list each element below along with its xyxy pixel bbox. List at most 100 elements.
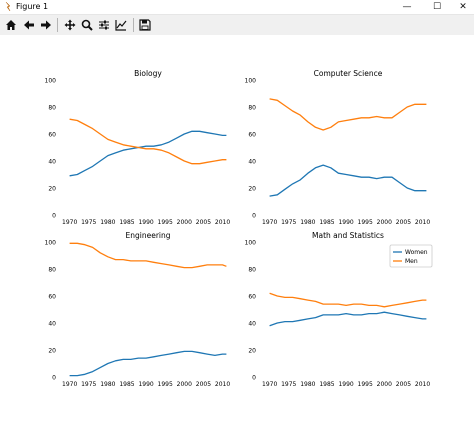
- x-tick-label: 1995: [158, 381, 173, 388]
- y-tick-label: 20: [48, 186, 56, 193]
- edit-axes-icon: [115, 20, 127, 31]
- zoom-button[interactable]: [79, 17, 95, 33]
- x-tick-label: 2010: [215, 381, 230, 388]
- y-tick-label: 40: [248, 159, 256, 166]
- x-tick-label: 2000: [377, 381, 392, 388]
- series-line-women: [69, 350, 227, 377]
- y-tick-label: 100: [45, 240, 57, 247]
- y-tick-label: 80: [48, 267, 56, 274]
- x-tick-label: 1990: [338, 219, 353, 226]
- pan-button[interactable]: [62, 17, 78, 33]
- legend: Women Men: [389, 244, 433, 268]
- subplot-title: Computer Science: [314, 69, 383, 78]
- edit-axes-button[interactable]: [113, 17, 129, 33]
- x-tick-label: 1975: [81, 219, 96, 226]
- x-tick-label: 2005: [396, 381, 411, 388]
- y-tick-label: 0: [52, 375, 56, 382]
- y-tick-label: 0: [252, 213, 256, 220]
- series-line-men: [269, 98, 427, 131]
- x-tick-label: 2005: [196, 219, 211, 226]
- y-tick-label: 80: [248, 105, 256, 112]
- series-line-men: [269, 292, 427, 308]
- x-tick-label: 2005: [196, 381, 211, 388]
- y-tick-label: 20: [248, 348, 256, 355]
- x-tick-label: 2010: [415, 381, 430, 388]
- subplots-button[interactable]: [96, 17, 112, 33]
- subplot-0: Biology 0 20 40 60 80 100 1970 1975 1980 1985 1990 1…: [45, 69, 231, 226]
- back-arrow-icon: [24, 20, 34, 30]
- y-tick-label: 40: [48, 159, 56, 166]
- subplot-title: Biology: [134, 69, 162, 78]
- y-tick-label: 40: [48, 321, 56, 328]
- y-tick-label: 0: [252, 375, 256, 382]
- back-button[interactable]: [21, 17, 37, 33]
- x-tick-label: 1985: [119, 219, 134, 226]
- x-tick-label: 1990: [338, 381, 353, 388]
- series-line-men: [69, 242, 227, 269]
- y-tick-label: 100: [245, 240, 257, 247]
- x-tick-label: 1970: [262, 219, 277, 226]
- y-tick-label: 60: [248, 132, 256, 139]
- x-tick-label: 1980: [100, 381, 115, 388]
- toolbar-separator: [57, 18, 58, 32]
- window-title: Figure 1: [16, 2, 49, 11]
- y-tick-label: 20: [248, 186, 256, 193]
- x-tick-label: 1975: [281, 219, 296, 226]
- forward-arrow-icon: [41, 20, 51, 30]
- subplot-title: Math and Statistics: [312, 231, 384, 240]
- title-bar: Figure 1 — ☐ ✕: [0, 0, 474, 15]
- x-tick-label: 1975: [81, 381, 96, 388]
- matplotlib-app-icon: [5, 1, 11, 12]
- x-tick-label: 1985: [319, 219, 334, 226]
- save-icon: [139, 19, 151, 31]
- x-tick-label: 1990: [138, 219, 153, 226]
- navigation-toolbar: [0, 15, 474, 35]
- y-tick-label: 20: [48, 348, 56, 355]
- pan-icon: [64, 19, 76, 31]
- subplot-2: Engineering 0 20 40 60 80 100 1970 1975 1980 1985 1…: [45, 231, 231, 388]
- x-tick-label: 1995: [358, 219, 373, 226]
- series-line-women: [269, 311, 427, 327]
- zoom-icon: [81, 19, 93, 31]
- x-tick-label: 1995: [158, 219, 173, 226]
- figure-canvas: Biology 0 20 40 60 80 100 1970 1975 1980 1985 1990 1…: [0, 36, 474, 424]
- x-tick-label: 2000: [177, 219, 192, 226]
- series-line-women: [69, 130, 227, 177]
- maximize-button[interactable]: ☐: [432, 2, 442, 12]
- y-tick-label: 80: [248, 267, 256, 274]
- home-button[interactable]: [3, 17, 19, 33]
- subplot-3: Math and Statistics 0 20 40 60 80 100 1970 1975 1…: [245, 231, 431, 388]
- x-tick-label: 1980: [300, 219, 315, 226]
- y-tick-label: 100: [45, 78, 57, 85]
- save-button[interactable]: [137, 17, 153, 33]
- legend-label: Women: [405, 249, 428, 256]
- series-line-men: [69, 118, 227, 165]
- y-tick-label: 80: [48, 105, 56, 112]
- close-button[interactable]: ✕: [459, 2, 467, 12]
- toolbar-separator: [133, 18, 134, 32]
- subplot-title: Engineering: [126, 231, 171, 240]
- minimize-button[interactable]: —: [402, 2, 412, 12]
- subplots-icon: [99, 20, 109, 30]
- x-tick-label: 1995: [358, 381, 373, 388]
- legend-label: Men: [405, 258, 418, 265]
- y-tick-label: 100: [245, 78, 257, 85]
- x-tick-label: 1990: [138, 381, 153, 388]
- x-tick-label: 2000: [177, 381, 192, 388]
- x-tick-label: 2000: [377, 219, 392, 226]
- y-tick-label: 60: [248, 294, 256, 301]
- x-tick-label: 1970: [262, 381, 277, 388]
- figure-svg: Biology 0 20 40 60 80 100 1970 1975 1980 1985 1990 1…: [45, 69, 433, 388]
- x-tick-label: 2010: [215, 219, 230, 226]
- x-tick-label: 1970: [62, 381, 77, 388]
- x-tick-label: 1975: [281, 381, 296, 388]
- x-tick-label: 1980: [300, 381, 315, 388]
- x-tick-label: 2010: [415, 219, 430, 226]
- x-tick-label: 2005: [396, 219, 411, 226]
- x-tick-label: 1985: [319, 381, 334, 388]
- x-tick-label: 1980: [100, 219, 115, 226]
- y-tick-label: 60: [48, 294, 56, 301]
- forward-button[interactable]: [38, 17, 54, 33]
- y-tick-label: 40: [248, 321, 256, 328]
- x-tick-label: 1985: [119, 381, 134, 388]
